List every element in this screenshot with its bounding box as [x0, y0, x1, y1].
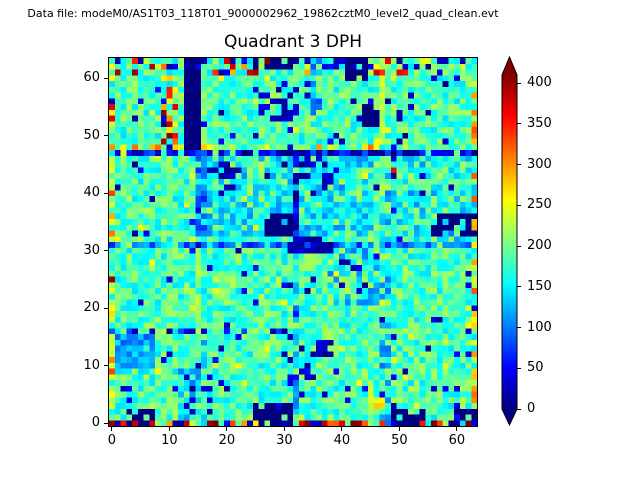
colorbar-tick-mark-0 [517, 408, 521, 410]
x-tick-mark-10 [168, 427, 170, 431]
colorbar-tick-label-350: 350 [527, 115, 552, 131]
heatmap-image [109, 58, 477, 426]
x-tick-label-50: 50 [391, 433, 408, 448]
y-tick-mark-0 [104, 422, 108, 424]
x-tick-label-40: 40 [333, 433, 351, 448]
colorbar-tick-label-400: 400 [527, 75, 552, 91]
x-tick-mark-60 [456, 427, 458, 431]
colorbar [501, 55, 518, 427]
y-tick-label-30: 30 [83, 242, 100, 258]
colorbar-tick-label-50: 50 [527, 360, 544, 376]
colorbar-tick-label-150: 150 [527, 278, 552, 294]
colorbar-tick-mark-100 [517, 327, 521, 329]
x-tick-label-20: 20 [218, 433, 236, 448]
x-tick-mark-20 [226, 427, 228, 431]
y-tick-label-0: 0 [91, 415, 100, 431]
colorbar-tick-label-250: 250 [527, 197, 552, 213]
colorbar-tick-mark-150 [517, 286, 521, 288]
x-tick-mark-50 [398, 427, 400, 431]
y-tick-label-10: 10 [83, 357, 100, 373]
x-tick-label-10: 10 [161, 433, 178, 448]
x-tick-mark-30 [283, 427, 285, 431]
x-tick-label-60: 60 [448, 433, 466, 448]
y-tick-label-50: 50 [83, 127, 100, 143]
y-tick-label-60: 60 [83, 70, 100, 86]
y-tick-mark-30 [104, 250, 108, 252]
colorbar-tick-mark-200 [517, 245, 521, 247]
y-tick-mark-50 [104, 135, 108, 137]
y-tick-mark-60 [104, 77, 108, 79]
colorbar-tick-mark-300 [517, 164, 521, 166]
colorbar-tick-label-100: 100 [527, 319, 552, 335]
colorbar-tick-mark-350 [517, 123, 521, 125]
colorbar-bar [501, 55, 518, 427]
x-tick-label-0: 0 [107, 433, 117, 448]
colorbar-tick-label-200: 200 [527, 238, 552, 254]
colorbar-tick-label-0: 0 [527, 401, 536, 416]
y-tick-mark-10 [104, 365, 108, 367]
colorbar-tick-mark-50 [517, 367, 521, 369]
x-tick-label-30: 30 [276, 433, 293, 448]
colorbar-tick-mark-400 [517, 82, 521, 84]
y-tick-label-20: 20 [83, 300, 100, 316]
colorbar-tick-mark-250 [517, 204, 521, 206]
colorbar-tick-label-300: 300 [527, 156, 552, 172]
y-tick-mark-20 [104, 307, 108, 309]
y-tick-label-40: 40 [83, 185, 100, 201]
y-tick-mark-40 [104, 192, 108, 194]
heatmap-plot-area [108, 57, 478, 427]
data-file-label: Data file: modeM0/AS1T03_118T01_90000029… [27, 7, 499, 20]
x-tick-mark-40 [341, 427, 343, 431]
x-tick-mark-0 [111, 427, 113, 431]
chart-title: Quadrant 3 DPH [224, 32, 362, 52]
